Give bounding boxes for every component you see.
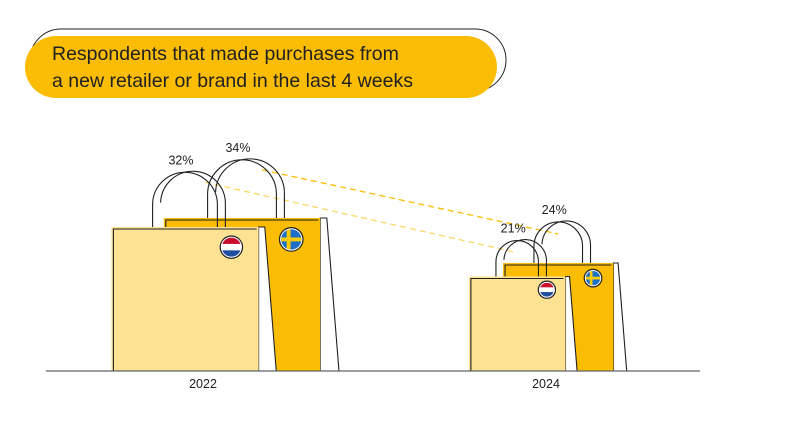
title-pill: Respondents that made purchases from a n…: [25, 28, 507, 98]
bag-side: [319, 217, 340, 372]
bag-handle-back: [541, 220, 592, 265]
category-label-2022: 2022: [189, 377, 217, 391]
title-pill-fill: [25, 36, 497, 98]
flag-netherlands-2022-icon: [219, 235, 244, 259]
trend-line-sweden: [261, 169, 559, 235]
bag-handle-back: [160, 170, 226, 229]
value-label-sweden-2024: 24%: [542, 203, 567, 217]
trend-line-netherlands: [204, 181, 518, 254]
category-label-2024: 2024: [532, 377, 560, 391]
bag-body-outline: [112, 228, 257, 371]
bag-netherlands-2022: [111, 170, 277, 372]
flag-netherlands-2024-icon: [537, 280, 557, 299]
trend-lines: [204, 169, 559, 254]
value-label-netherlands-2022: 32%: [168, 153, 193, 167]
chart-title-line-1: Respondents that made purchases from: [52, 43, 399, 65]
bag-side: [612, 262, 628, 372]
bag-handle-back: [215, 158, 285, 220]
bag-handle-back: [503, 239, 548, 279]
bags: [111, 158, 628, 372]
value-label-sweden-2022: 34%: [225, 141, 250, 155]
bag-netherlands-2024: [468, 239, 578, 372]
chart-title-line-2: a new retailer or brand in the last 4 we…: [52, 70, 413, 92]
value-label-netherlands-2024: 21%: [501, 222, 526, 236]
flag-sweden-2022-icon: [278, 227, 304, 252]
labels: 34% 32% 24% 21% 2022 2024: [168, 141, 566, 391]
flag-sweden-2024-icon: [583, 268, 603, 288]
bag-body-outline: [470, 277, 564, 371]
bag-handle: [533, 221, 584, 265]
